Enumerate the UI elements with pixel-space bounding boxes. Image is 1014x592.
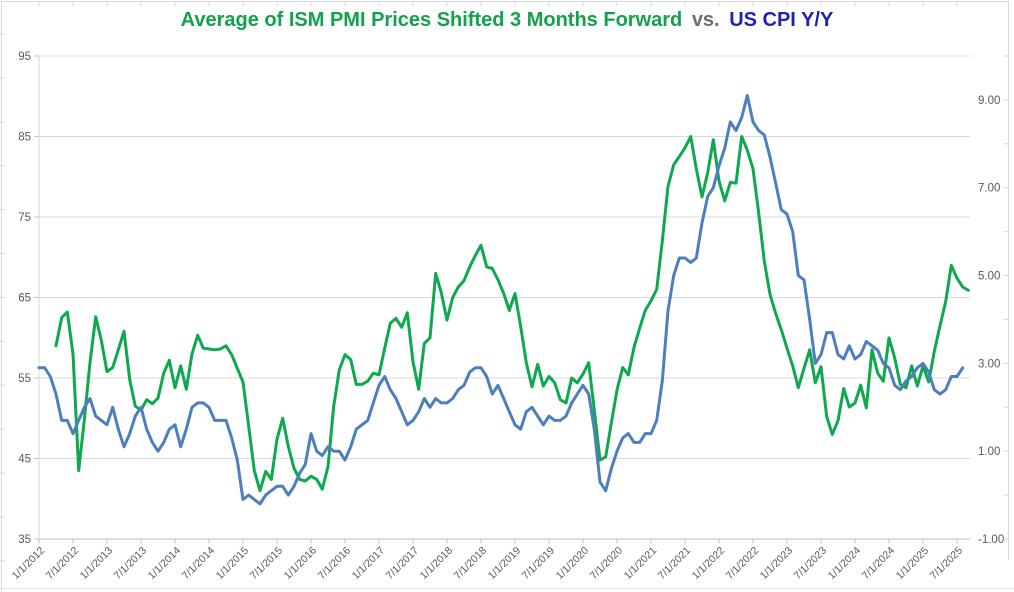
chart-title-cpi: US CPI Y/Y (729, 9, 834, 31)
series-line-ism-prices (54, 135, 970, 493)
x-axis-label: 7/1/2019 (520, 545, 557, 582)
chart-title-vs: vs. (691, 9, 720, 31)
x-axis-label: 1/1/2021 (622, 545, 659, 582)
x-axis-label: 7/1/2018 (452, 545, 489, 582)
x-axis-label: 7/1/2024 (860, 545, 897, 582)
left-axis-label: 55 (18, 373, 31, 385)
x-axis-label: 1/1/2014 (146, 545, 183, 582)
x-axis-label: 1/1/2018 (418, 545, 455, 582)
x-axis-label: 7/1/2020 (588, 545, 625, 582)
right-axis-label: 5.00 (978, 271, 1000, 283)
x-axis-label: 1/1/2015 (214, 545, 251, 582)
right-axis-label: 7.00 (978, 183, 1000, 195)
right-axis-label: -1.00 (978, 534, 1004, 546)
x-axis-label: 1/1/2013 (78, 545, 115, 582)
x-axis-label: 1/1/2019 (486, 545, 523, 582)
left-axis-label: 35 (18, 534, 31, 546)
series-line-us-cpi (37, 94, 965, 506)
x-axis-label: 7/1/2017 (384, 545, 421, 582)
x-axis-label: 1/1/2020 (554, 545, 591, 582)
x-axis-label: 7/1/2025 (928, 545, 965, 582)
left-axis-label: 85 (18, 132, 31, 144)
x-axis-label: 7/1/2013 (112, 545, 149, 582)
left-axis-label: 75 (18, 212, 31, 224)
left-axis-label: 65 (18, 293, 31, 305)
x-axis-label: 7/1/2021 (656, 545, 693, 582)
x-axis-label: 1/1/2016 (282, 545, 319, 582)
left-axis-label: 45 (18, 454, 31, 466)
chart-title-ism: Average of ISM PMI Prices Shifted 3 Mont… (180, 9, 683, 31)
chart-title: Average of ISM PMI Prices Shifted 3 Mont… (0, 9, 1014, 32)
right-axis-label: 9.00 (978, 95, 1000, 107)
x-axis-label: 7/1/2015 (248, 545, 285, 582)
x-axis-label: 7/1/2012 (44, 545, 81, 582)
right-axis-label: 3.00 (978, 358, 1000, 370)
x-axis-label: 1/1/2022 (690, 545, 727, 582)
right-axis-label: 1.00 (978, 446, 1000, 458)
x-axis-label: 1/1/2025 (894, 545, 931, 582)
x-axis-label: 7/1/2016 (316, 545, 353, 582)
x-axis-label: 1/1/2024 (826, 545, 863, 582)
x-axis-label: 7/1/2014 (180, 545, 217, 582)
left-axis-label: 95 (18, 51, 31, 63)
x-axis-label: 1/1/2017 (350, 545, 387, 582)
x-axis-label: 1/1/2012 (10, 545, 47, 582)
x-axis-label: 7/1/2022 (724, 545, 761, 582)
x-axis-label: 7/1/2023 (792, 545, 829, 582)
x-axis-label: 1/1/2023 (758, 545, 795, 582)
